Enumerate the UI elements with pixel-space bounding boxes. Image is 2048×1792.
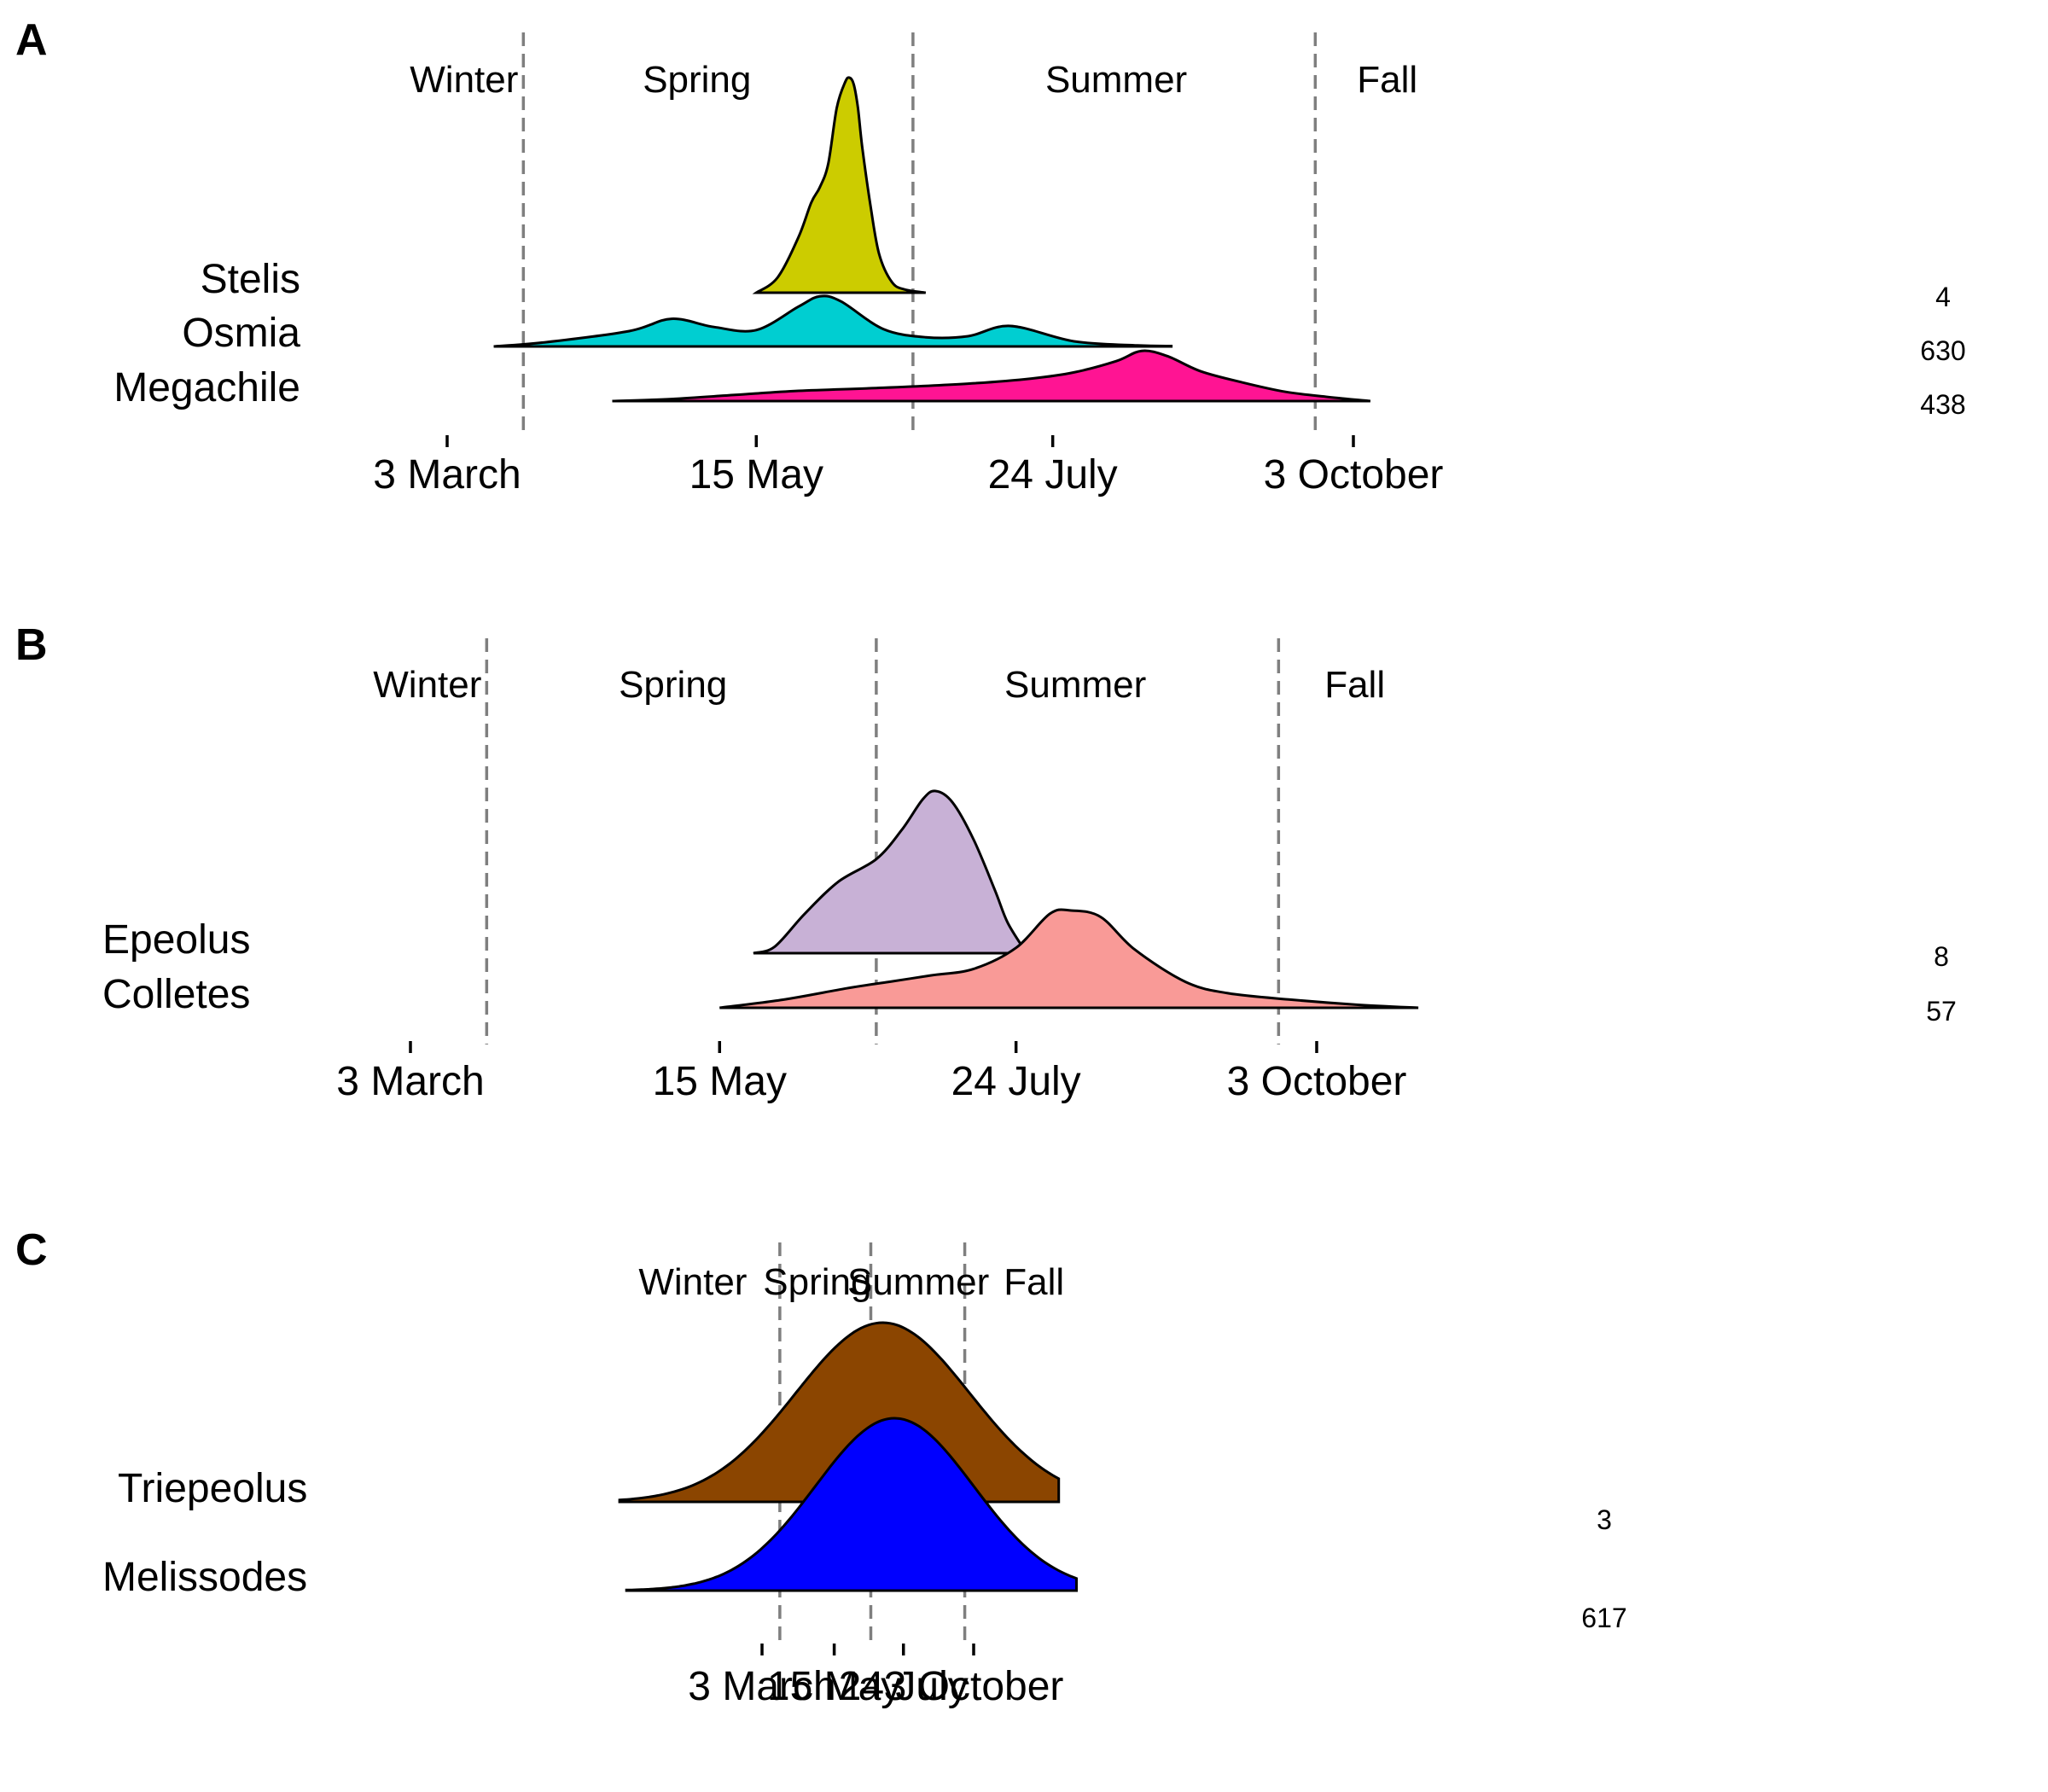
season-label-spring: Spring [643, 59, 751, 101]
count-label-osmia: 630 [1920, 335, 1965, 366]
panel-a-x-axis: 3 March 15 May 24 July 3 October [373, 435, 1443, 497]
count-label-colletes: 57 [1926, 996, 1957, 1027]
panel-a-seasons: Winter Spring Summer Fall [410, 59, 1417, 101]
panel-c-species-labels: Triepeolus Melissodes [102, 1466, 307, 1600]
panel-a-species-labels: Stelis Osmia Megachile [113, 257, 300, 410]
ridge-colletes [719, 908, 1419, 1009]
season-label-fall: Fall [1324, 664, 1385, 706]
season-label-winter: Winter [373, 664, 481, 706]
panel-a-ridges [493, 76, 1371, 403]
count-label-stelis: 4 [1935, 282, 1951, 312]
panel-c-ridges [618, 1321, 1078, 1592]
x-tick-label: 24 July [951, 1059, 1081, 1104]
ridge-osmia [493, 294, 1173, 348]
species-label-stelis: Stelis [201, 257, 300, 302]
panel-b-dividers [485, 638, 1281, 1044]
panel-b-species-labels: Epeolus Colletes [102, 917, 250, 1017]
panel-letter-b: B [15, 620, 48, 670]
ridge-melissodes [625, 1417, 1078, 1592]
x-tick-label: 3 March [336, 1059, 484, 1104]
x-tick-label: 3 March [373, 452, 521, 497]
x-tick-label: 24 July [988, 452, 1118, 497]
x-tick-label: 3 March [688, 1664, 835, 1709]
panel-letter-a: A [15, 15, 48, 65]
count-label-epeolus: 8 [1934, 941, 1949, 972]
panel-a-dividers [521, 32, 1318, 437]
season-label-fall: Fall [1357, 59, 1417, 101]
panel-a: A Winter Spring Summer Fall Stelis Osmia… [15, 15, 1966, 497]
panel-c: C Winter Spring Summer Fall Triepeolus M… [15, 1225, 1627, 1709]
panel-b-counts: 8 57 [1926, 941, 1957, 1027]
species-label-colletes: Colletes [102, 972, 250, 1017]
panel-b-seasons: Winter Spring Summer Fall [373, 664, 1385, 706]
panel-letter-c: C [15, 1225, 48, 1275]
panel-c-seasons: Winter Spring Summer Fall [638, 1261, 1064, 1303]
species-label-triepeolus: Triepeolus [118, 1466, 307, 1511]
count-label-triepeolus: 3 [1597, 1504, 1612, 1535]
season-label-summer: Summer [1004, 664, 1146, 706]
x-tick-label: 15 May [689, 452, 823, 497]
panel-c-counts: 3 617 [1581, 1504, 1626, 1633]
x-tick-label: 3 October [884, 1664, 1064, 1709]
species-label-osmia: Osmia [182, 311, 300, 356]
season-label-summer: Summer [847, 1261, 989, 1303]
x-tick-label: 3 October [1264, 452, 1444, 497]
species-label-megachile: Megachile [113, 365, 300, 410]
season-label-winter: Winter [410, 59, 518, 101]
x-tick-label: 3 October [1227, 1059, 1407, 1104]
season-label-winter: Winter [638, 1261, 747, 1303]
ridge-epeolus [753, 789, 1027, 955]
panel-b-ridges [719, 789, 1419, 1009]
season-label-spring: Spring [763, 1261, 871, 1303]
x-tick-label: 15 May [653, 1059, 787, 1104]
panel-b-x-axis: 3 March 15 May 24 July 3 October [336, 1041, 1406, 1104]
count-label-megachile: 438 [1920, 389, 1965, 420]
panel-c-x-axis: 3 March 15 May 24 July 3 October [688, 1644, 1063, 1709]
season-label-summer: Summer [1045, 59, 1187, 101]
x-tick-label: 15 May [767, 1664, 901, 1709]
season-label-fall: Fall [1004, 1261, 1064, 1303]
ridge-megachile [612, 349, 1371, 403]
species-label-epeolus: Epeolus [102, 917, 250, 963]
x-tick-label: 24 July [839, 1664, 969, 1709]
species-label-melissodes: Melissodes [102, 1555, 307, 1600]
season-label-spring: Spring [619, 664, 727, 706]
panel-a-counts: 4 630 438 [1920, 282, 1965, 420]
panel-b: B Winter Spring Summer Fall Epeolus Coll… [15, 620, 1957, 1104]
count-label-melissodes: 617 [1581, 1603, 1626, 1633]
ridge-stelis [752, 76, 927, 294]
